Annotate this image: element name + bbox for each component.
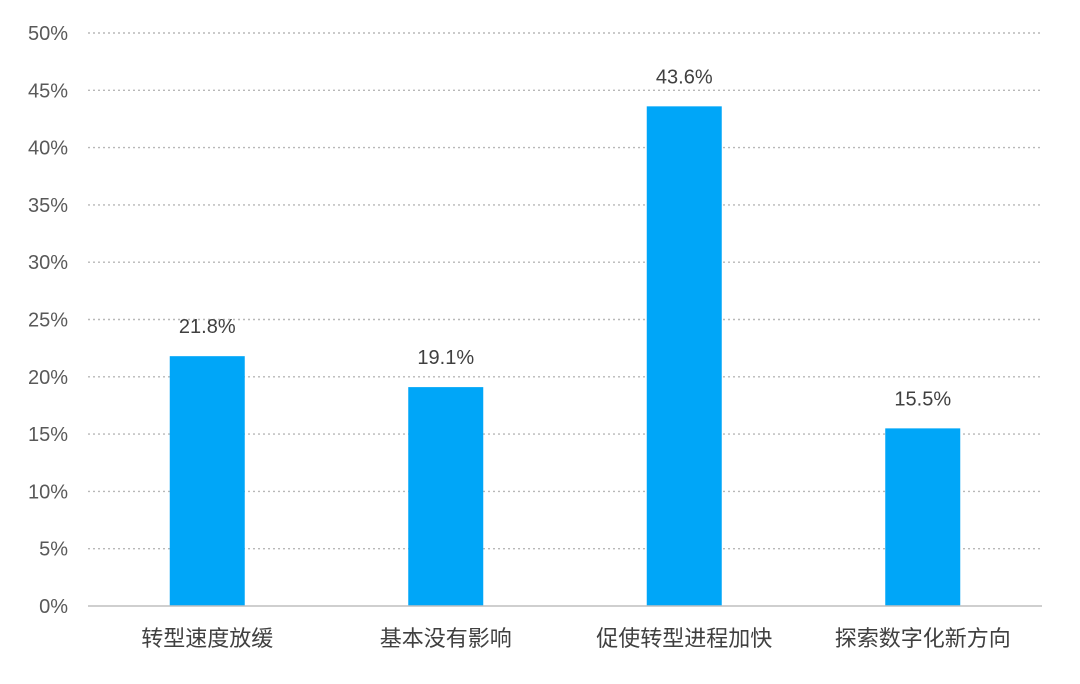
bars <box>169 106 961 607</box>
y-tick-label: 35% <box>28 195 68 217</box>
data-labels: 21.8% 19.1% 43.6% 15.5% <box>179 66 951 410</box>
bar <box>169 356 245 606</box>
gridlines <box>88 32 1042 550</box>
category-label: 转型速度放缓 <box>141 627 273 652</box>
y-tick-label: 0% <box>39 596 68 618</box>
y-tick-label: 20% <box>28 367 68 389</box>
x-axis-categories: 转型速度放缓 基本没有影响 促使转型进程加快 探索数字化新方向 <box>141 627 1011 652</box>
category-label: 促使转型进程加快 <box>596 627 772 652</box>
data-label: 21.8% <box>179 316 236 338</box>
category-label: 探索数字化新方向 <box>835 627 1011 652</box>
y-tick-label: 5% <box>39 539 68 561</box>
category-label: 基本没有影响 <box>380 627 512 652</box>
y-tick-label: 30% <box>28 252 68 274</box>
y-tick-label: 15% <box>28 424 68 446</box>
data-label: 43.6% <box>656 66 713 88</box>
data-label: 19.1% <box>417 347 474 369</box>
y-tick-label: 50% <box>28 23 68 45</box>
y-tick-label: 10% <box>28 481 68 503</box>
y-tick-label: 40% <box>28 138 68 160</box>
y-tick-label: 45% <box>28 80 68 102</box>
data-label: 15.5% <box>894 388 951 410</box>
bar <box>408 387 484 606</box>
y-tick-label: 25% <box>28 310 68 332</box>
bar <box>646 106 722 607</box>
bar <box>885 428 961 606</box>
y-axis-ticks: 0% 5% 10% 15% 20% 25% 30% 35% 40% 45% 50% <box>28 23 68 618</box>
